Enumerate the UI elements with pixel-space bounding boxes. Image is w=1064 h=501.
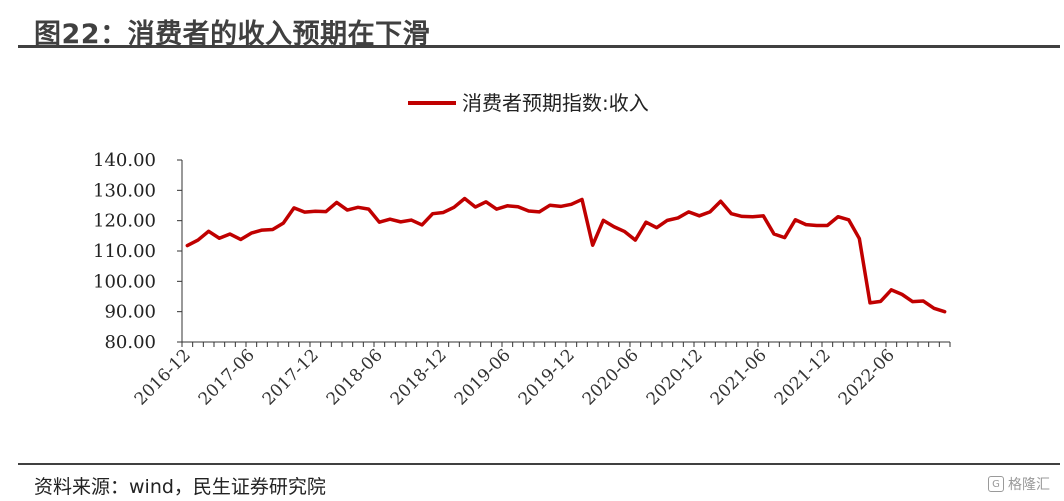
legend-label: 消费者预期指数:收入 (462, 91, 649, 115)
x-tick-label: 2018-06 (323, 345, 387, 409)
y-axis: 140.00 130.00 120.00 110.00 100.00 90.00 80.00 (93, 150, 183, 353)
x-tick-label: 2021-12 (771, 345, 835, 409)
x-tick-label: 2022-06 (835, 345, 899, 409)
x-tick-label: 2020-12 (643, 345, 707, 409)
footer-rule (18, 463, 1060, 465)
x-tick-label: 2020-06 (579, 345, 643, 409)
y-tick-label: 100.00 (93, 271, 156, 292)
y-tick-label: 90.00 (104, 302, 156, 323)
y-tick-label: 120.00 (93, 211, 156, 232)
y-tick-label: 130.00 (93, 180, 156, 201)
x-tick-label: 2017-06 (195, 345, 259, 409)
watermark: G 格隆汇 (988, 474, 1050, 494)
source-note: 资料来源：wind，民生证券研究院 (34, 476, 326, 498)
title-underline (18, 45, 1060, 48)
line-chart: 消费者预期指数:收入 140.00 130.00 120.00 110.00 100.0… (93, 91, 951, 409)
x-tick-label: 2018-12 (387, 345, 451, 409)
x-tick-label: 2019-06 (451, 345, 515, 409)
x-axis: 2016-12 2017-06 2017-12 2018-06 2018-12 2019-… (131, 341, 951, 409)
series-line-income-expectation (185, 196, 947, 314)
plot-area (185, 196, 947, 314)
watermark-logo-icon: G (988, 476, 1004, 492)
x-tick-label: 2019-12 (515, 345, 579, 409)
x-tick-label: 2016-12 (131, 345, 195, 409)
x-tick-label: 2021-06 (707, 345, 771, 409)
legend: 消费者预期指数:收入 (408, 91, 649, 115)
y-tick-label: 140.00 (93, 150, 156, 171)
figure-title: 图22：消费者的收入预期在下滑 (34, 19, 431, 50)
watermark-text: 格隆汇 (1008, 477, 1050, 493)
y-tick-label: 110.00 (93, 241, 156, 262)
y-tick-label: 80.00 (104, 332, 156, 353)
x-tick-label: 2017-12 (259, 345, 323, 409)
